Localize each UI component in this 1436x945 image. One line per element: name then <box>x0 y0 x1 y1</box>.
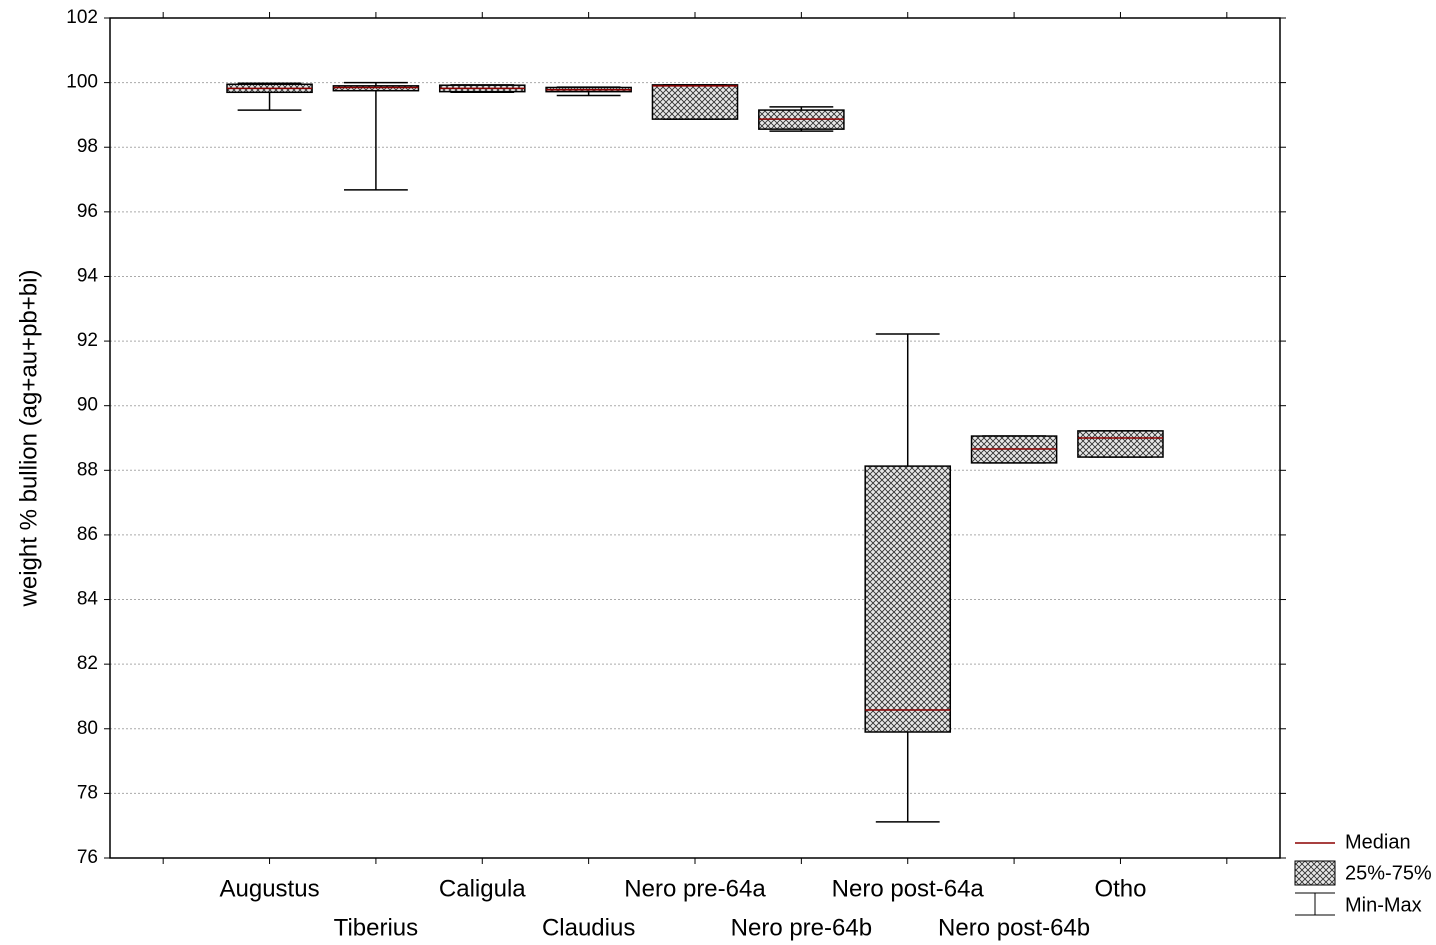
legend-label: 25%-75% <box>1345 862 1432 884</box>
box <box>651 84 739 120</box>
y-axis-label: weight % bullion (ag+au+pb+bi) <box>15 270 42 608</box>
y-tick-label: 80 <box>77 718 98 739</box>
y-tick-label: 78 <box>77 782 98 803</box>
legend-label: Median <box>1345 831 1411 853</box>
y-tick-label: 82 <box>77 653 98 674</box>
y-tick-label: 94 <box>77 265 99 286</box>
y-tick-label: 100 <box>66 72 98 93</box>
box <box>1077 430 1164 458</box>
y-tick-label: 84 <box>77 589 99 610</box>
box <box>864 465 952 733</box>
x-tick-label: Caligula <box>439 875 526 902</box>
y-tick-label: 76 <box>77 847 98 868</box>
x-tick-label: Augustus <box>220 875 320 902</box>
x-tick-label: Tiberius <box>334 914 418 941</box>
y-tick-label: 86 <box>77 524 98 545</box>
y-tick-label: 90 <box>77 395 98 416</box>
y-tick-label: 98 <box>77 136 98 157</box>
box <box>332 85 420 92</box>
x-tick-label: Otho <box>1094 875 1146 902</box>
y-tick-label: 102 <box>66 7 98 28</box>
y-tick-label: 96 <box>77 201 98 222</box>
x-tick-label: Nero pre-64b <box>731 914 872 941</box>
legend-label: Min-Max <box>1345 894 1422 916</box>
x-tick-label: Nero pre-64a <box>624 875 766 902</box>
x-tick-label: Nero post-64a <box>832 875 985 902</box>
x-tick-label: Nero post-64b <box>938 914 1090 941</box>
y-tick-label: 92 <box>77 330 98 351</box>
legend-box <box>1294 860 1336 886</box>
y-tick-label: 88 <box>77 459 98 480</box>
x-tick-label: Claudius <box>542 914 635 941</box>
